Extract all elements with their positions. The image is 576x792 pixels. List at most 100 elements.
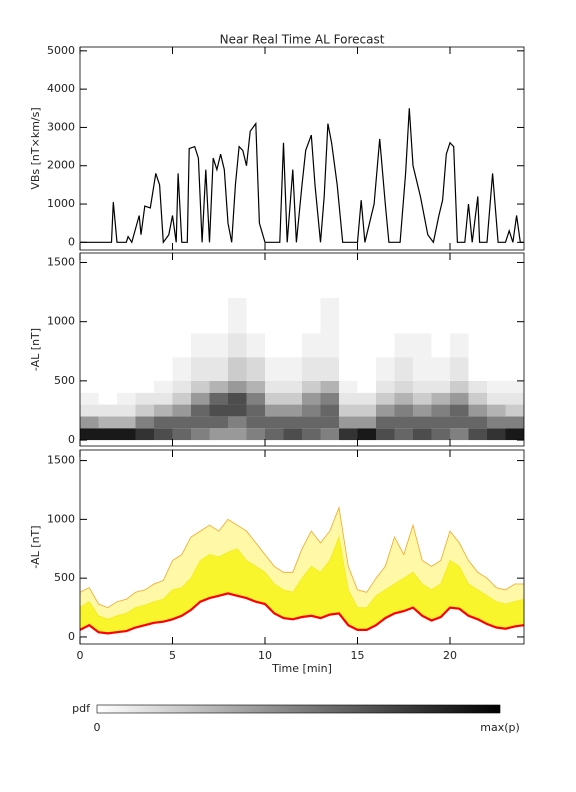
heat-cell [135, 404, 154, 417]
heat-cell [431, 416, 450, 429]
heat-cell [172, 333, 191, 358]
heat-cell [320, 333, 339, 358]
heat-cell [246, 297, 265, 334]
x-axis-label: Time [min] [271, 662, 332, 675]
heat-cell [450, 392, 469, 405]
heat-cell [431, 333, 450, 358]
x-tick-label: 5 [169, 649, 176, 662]
heat-cell [339, 357, 358, 381]
heat-cell [394, 380, 413, 393]
y-axis-label: VBs [nT×km/s] [29, 107, 42, 189]
heat-cell [468, 404, 487, 417]
heat-cell [209, 428, 228, 441]
heat-cell [357, 416, 376, 429]
axes-frame [79, 449, 525, 645]
heat-cell [283, 404, 302, 417]
y-tick-label: 500 [54, 571, 75, 584]
heat-cell [117, 357, 136, 381]
heat-cell [98, 357, 117, 381]
heat-cell [80, 392, 99, 405]
axes-frame [79, 252, 525, 447]
heat-cell [431, 392, 450, 405]
heat-cell [135, 380, 154, 393]
heat-cell [468, 333, 487, 358]
heat-cell [265, 392, 284, 405]
heat-cell [505, 357, 524, 381]
band-line [80, 506, 524, 609]
band-line [80, 535, 524, 620]
heat-cell [487, 404, 506, 417]
heat-cell [376, 380, 395, 393]
heat-cell [80, 297, 99, 334]
heat-cell [80, 416, 99, 429]
heat-cell [394, 416, 413, 429]
y-tick-label: 0 [68, 630, 75, 643]
heat-cell [98, 297, 117, 334]
heat-cell [431, 357, 450, 381]
heat-cell [228, 428, 247, 441]
heat-cell [98, 416, 117, 429]
heat-cell [117, 404, 136, 417]
heat-cell [487, 297, 506, 334]
heat-cell [265, 428, 284, 441]
heat-cell [246, 357, 265, 381]
heat-cell [98, 380, 117, 393]
heat-cell [246, 416, 265, 429]
data-line [80, 108, 524, 245]
heat-cell [117, 428, 136, 441]
heat-cell [468, 380, 487, 393]
heat-cell [283, 333, 302, 358]
heat-cell [302, 416, 321, 429]
heat-cell [117, 416, 136, 429]
heat-cell [154, 404, 173, 417]
heat-cell [450, 333, 469, 358]
heat-cell [320, 404, 339, 417]
heat-cell [394, 392, 413, 405]
y-tick-label: 4000 [47, 82, 75, 95]
heat-cell [487, 380, 506, 393]
x-tick-label: 20 [443, 649, 457, 662]
heat-cell [117, 297, 136, 334]
y-tick-label: 2000 [47, 159, 75, 172]
heat-cell [505, 416, 524, 429]
heat-cell [357, 333, 376, 358]
heat-cell [154, 357, 173, 381]
heat-cell [450, 297, 469, 334]
y-axis-label: -AL [nT] [29, 525, 42, 568]
heat-cell [302, 380, 321, 393]
heat-cell [376, 357, 395, 381]
chart-title: Near Real Time AL Forecast [220, 33, 385, 47]
heat-cell [394, 357, 413, 381]
heat-cell [246, 380, 265, 393]
heat-cell [394, 404, 413, 417]
heat-cell [487, 357, 506, 381]
heat-cell [191, 380, 210, 393]
x-tick-label: 10 [258, 649, 272, 662]
y-tick-label: 3000 [47, 120, 75, 133]
heat-cell [468, 357, 487, 381]
heat-cell [413, 428, 432, 441]
heat-cell [431, 297, 450, 334]
heat-cell [80, 428, 99, 441]
heat-cell [265, 416, 284, 429]
y-tick-label: 1000 [47, 512, 75, 525]
panel: 0 1000 2000 3000 4000 5000 VBs [nT×km/s] [29, 44, 525, 251]
heat-cell [172, 404, 191, 417]
heat-cell [505, 404, 524, 417]
heat-cell [80, 380, 99, 393]
heat-cell [117, 392, 136, 405]
heat-cell [265, 357, 284, 381]
heat-cell [98, 404, 117, 417]
plot-area [80, 297, 524, 441]
heat-cell [265, 404, 284, 417]
median-line [80, 592, 524, 635]
heat-cell [228, 297, 247, 334]
heat-cell [505, 392, 524, 405]
plot-area [80, 506, 524, 635]
heat-cell [450, 380, 469, 393]
heat-cell [339, 404, 358, 417]
heat-cell [172, 428, 191, 441]
y-tick-label: 0 [68, 433, 75, 446]
heat-cell [228, 357, 247, 381]
